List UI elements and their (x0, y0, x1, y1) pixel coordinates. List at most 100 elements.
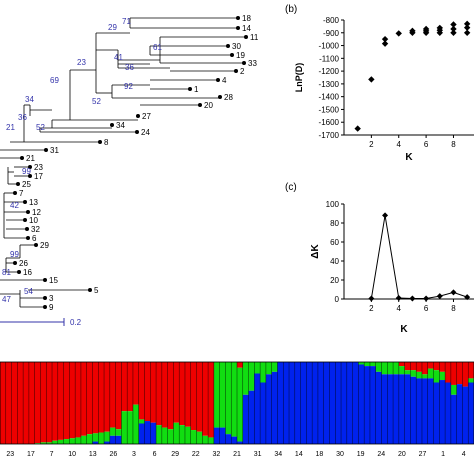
stacked-bar-segment (184, 362, 192, 427)
stacked-bar-segment (190, 362, 197, 431)
sample-label: 34 (274, 451, 282, 458)
stacked-bar-segment (46, 362, 53, 443)
stacked-bar-segment (352, 362, 359, 444)
y-tick-label: 0 (335, 295, 340, 304)
stacked-bar-segment (248, 390, 255, 444)
stacked-bar-segment (445, 382, 452, 444)
tree-leaf-dot (16, 182, 20, 186)
stacked-bar-segment (92, 362, 99, 434)
bootstrap-label: 42 (10, 201, 19, 210)
tree-leaf-dot (244, 35, 248, 39)
stacked-bar-segment (0, 362, 7, 444)
stacked-bar-segment (184, 426, 192, 444)
stacked-bar-segment (306, 362, 313, 444)
tree-leaf-label: 7 (19, 189, 24, 198)
stacked-bar-segment (202, 435, 209, 444)
stacked-bar-segment (69, 362, 76, 439)
stacked-bar-segment (341, 362, 348, 444)
stacked-bar-segment (144, 421, 151, 444)
stacked-bar-segment (271, 362, 278, 372)
tree-leaf-dot (25, 227, 29, 231)
stacked-bar-segment (456, 384, 463, 444)
stacked-bar-segment (375, 362, 382, 372)
stacked-bar-segment (132, 404, 140, 444)
stacked-bar-segment (248, 362, 255, 391)
tree-leaf-dot (136, 114, 140, 118)
stacked-bar-segment (17, 362, 24, 444)
tree-leaf-dot (236, 16, 240, 20)
data-point (423, 295, 430, 302)
stacked-bar-segment (346, 362, 353, 444)
stacked-bar-segment (375, 371, 382, 444)
stacked-bar-segment (387, 362, 394, 375)
stacked-bar-segment (150, 362, 157, 423)
tree-leaf-label: 31 (50, 146, 59, 155)
stacked-bar-segment (86, 434, 93, 444)
y-tick-label: -1200 (319, 67, 340, 76)
stacked-bar-segment (462, 386, 469, 444)
stacked-bar-segment (213, 362, 220, 428)
y-tick-label: -900 (323, 29, 340, 38)
tree-leaf-dot (20, 156, 24, 160)
panel-b-tag: (b) (285, 4, 297, 15)
x-axis-label: K (400, 324, 408, 335)
tree-leaf-label: 6 (32, 234, 37, 243)
sample-label: 27 (419, 451, 427, 458)
stacked-bar-segment (63, 439, 70, 444)
sample-label: 31 (254, 451, 262, 458)
stacked-bar-segment (410, 376, 417, 444)
tree-leaf-dot (198, 103, 202, 107)
stacked-bar-segment (225, 434, 232, 444)
stacked-bar-segment (196, 431, 203, 444)
stacked-bar-segment (364, 366, 371, 444)
stacked-bar-segment (190, 430, 197, 444)
tree-leaf-label: 4 (222, 76, 227, 85)
stacked-bar-segment (231, 436, 238, 444)
x-tick-label: 4 (397, 140, 402, 149)
stacked-bar-segment (283, 362, 290, 444)
y-axis-label: ΔK (310, 244, 321, 259)
tree-leaf-label: 33 (248, 59, 257, 68)
y-tick-label: -1100 (319, 54, 339, 63)
stacked-bar-segment (161, 427, 168, 444)
data-point (395, 30, 402, 37)
y-tick-label: -800 (323, 16, 340, 25)
stacked-bar-segment (416, 371, 423, 379)
y-tick-label: -1300 (319, 80, 340, 89)
stacked-bar-segment (80, 362, 88, 436)
stacked-bar-segment (416, 378, 423, 444)
data-point (450, 21, 457, 28)
stacked-bar-segment (144, 362, 151, 422)
stacked-bar-segment (98, 362, 105, 433)
tree-leaf-dot (43, 278, 47, 282)
tree-leaf-label: 29 (40, 241, 49, 250)
stacked-bar-segment (75, 362, 82, 438)
stacked-bar-segment (86, 362, 93, 435)
stacked-bar-segment (369, 366, 377, 444)
x-tick-label: 8 (451, 304, 456, 313)
stacked-bar-segment (398, 366, 405, 375)
stacked-bar-segment (173, 422, 180, 444)
stacked-bar-segment (468, 382, 474, 444)
tree-leaf-dot (28, 174, 32, 178)
bootstrap-label: 29 (108, 23, 117, 32)
stacked-bar-segment (5, 362, 12, 444)
stacked-bar-segment (468, 362, 474, 379)
stacked-bar-segment (254, 373, 261, 444)
data-point (450, 29, 457, 36)
stacked-bar-segment (34, 443, 41, 444)
stacked-bar-segment (23, 362, 30, 444)
stacked-bar-segment (98, 432, 105, 444)
x-tick-label: 8 (451, 140, 456, 149)
sample-label: 1 (441, 451, 445, 458)
stacked-bar-segment (381, 374, 388, 444)
tree-leaf-label: 25 (22, 180, 31, 189)
stacked-bar-segment (416, 362, 423, 372)
bootstrap-label: 36 (125, 63, 134, 72)
tree-leaf-label: 2 (240, 67, 245, 76)
tree-leaf-dot (13, 261, 17, 265)
stacked-bar-segment (265, 362, 272, 375)
tree-leaf-dot (26, 236, 30, 240)
stacked-bar-segment (104, 441, 111, 444)
stacked-bar-segment (271, 371, 278, 444)
